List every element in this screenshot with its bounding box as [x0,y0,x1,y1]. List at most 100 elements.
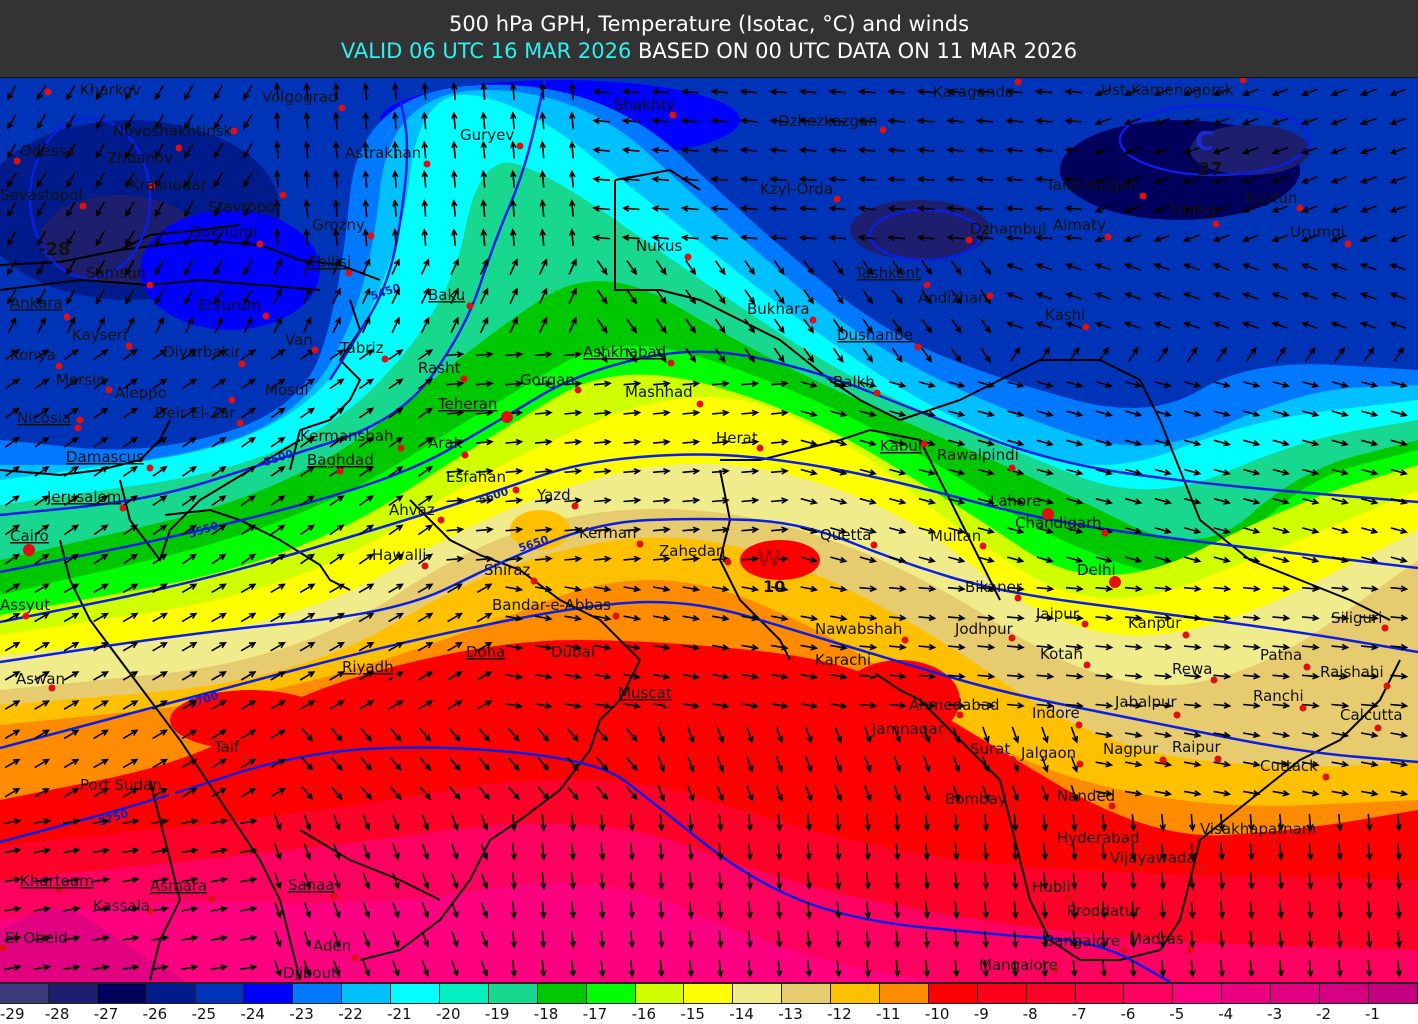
wind-arrow [417,612,434,623]
city-dot [1268,834,1276,842]
legend-label: -16 [632,1004,685,1024]
city-dot [397,444,405,452]
wind-arrow [680,205,699,212]
legend-swatches [0,982,1418,1004]
wind-arrow [505,702,524,709]
wind-arrow [421,960,430,978]
wind-arrow [1182,146,1200,155]
wind-arrow [1361,497,1379,505]
wind-arrow [592,234,611,242]
wind-arrow [122,700,139,710]
wind-arrow [243,143,253,159]
contour-5700 [0,600,1418,764]
wind-arrow [1125,410,1143,418]
wind-arrow [93,436,109,448]
wind-arrow [773,289,785,305]
legend-value: -4 [1218,1005,1234,1023]
city-label: Damascus [66,448,144,466]
wind-arrow [451,960,459,978]
wind-arrow [682,644,701,651]
wind-arrow [447,612,463,623]
legend-swatch [440,984,489,1003]
wind-arrow [1123,263,1141,271]
wind-arrow [564,526,583,534]
wind-arrow [93,641,109,652]
wind-arrow [1359,292,1377,300]
city-label: Taif [213,738,240,756]
legend-label: -18 [534,1004,587,1024]
wind-arrow [3,847,22,854]
wind-arrow [918,702,937,709]
wind-arrow [303,814,312,832]
wind-arrow [887,205,906,212]
wind-arrow [746,726,754,744]
city-label: Kabul [880,437,922,455]
wind-arrow [1213,381,1231,388]
wind-arrow [770,673,789,680]
wind-arrow [1159,959,1167,978]
wind-arrow [534,526,553,534]
city-label: Mosul [265,381,309,399]
wind-arrow [333,901,341,919]
wind-arrow [332,316,341,334]
wind-arrow [714,318,726,334]
wind-arrow [505,585,524,593]
wind-arrow [151,905,170,913]
city-dot [979,542,987,550]
wind-arrow [211,641,227,652]
wind-arrow [391,228,399,247]
wind-arrow [1095,760,1114,768]
city-dot [48,684,56,692]
wind-arrow [7,289,17,305]
wind-arrow [391,198,399,217]
city-dot [1104,233,1112,241]
wind-arrow [655,289,667,305]
wind-arrow [213,143,224,159]
wind-arrow [303,228,311,247]
wind-arrow [716,755,725,773]
wind-arrow [1125,468,1143,476]
wind-arrow [181,378,198,390]
city-dot [1214,755,1222,763]
wind-arrow [682,702,701,709]
wind-arrow [1336,872,1344,891]
wind-arrow [710,234,729,242]
wind-arrow [1389,88,1407,97]
wind-arrow [417,378,434,390]
legend-swatch [0,984,49,1003]
city-dot [923,281,931,289]
wind-arrow [509,140,517,159]
wind-arrow [1183,614,1202,622]
city-label: Stavropol [208,198,279,216]
wind-arrow [800,614,819,622]
wind-arrow [417,641,434,652]
wind-arrow [451,872,459,890]
wind-arrow [480,228,488,247]
wind-arrow [1306,930,1314,949]
border-line [869,659,1401,961]
city-label: Dzhambul [970,220,1046,238]
wind-arrow [952,726,961,744]
wind-arrow [1389,321,1407,330]
wind-arrow [1070,872,1078,891]
legend-swatch [928,984,978,1003]
wind-arrow [923,930,931,949]
wind-arrow [830,468,848,476]
wind-arrow [1213,672,1232,680]
wind-arrow [213,230,224,247]
wind-arrow [1064,176,1083,183]
legend-label: -10 [925,1004,978,1024]
wind-arrow [948,497,966,505]
wind-arrow [332,140,340,159]
wind-arrow [859,439,877,447]
wind-arrow [716,901,724,920]
wind-arrow [34,758,50,769]
wind-arrow [741,526,760,534]
wind-arrow [952,959,960,978]
wind-arrow [569,872,577,891]
wind-arrow [392,872,400,890]
wind-arrow [270,436,286,448]
wind-arrow [210,905,229,913]
wind-arrow [593,497,612,504]
city-label: Zhdanov [107,149,173,167]
